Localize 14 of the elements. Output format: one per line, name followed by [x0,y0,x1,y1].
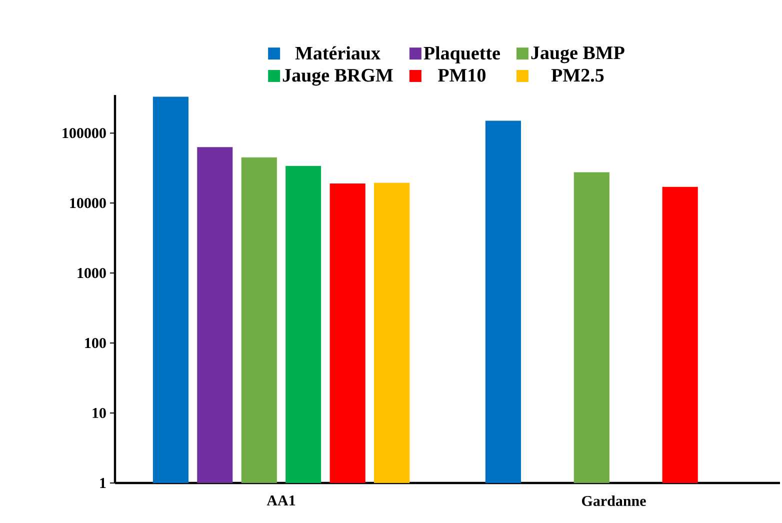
legend-label: Jauge BMP [531,46,624,64]
y-tick-label: 10 [92,408,106,418]
legend-label: PM10 [438,68,486,82]
x-tick-label: AA1 [266,496,296,506]
y-tick-label: 100000 [62,128,106,138]
y-tick-label: 1 [100,478,106,488]
legend-label: Plaquette [424,46,500,64]
x-tick-label: Gardanne [582,496,646,506]
y-tick-label: 100 [85,338,106,348]
legend-label: Matériaux [295,46,380,60]
legend-label: PM2.5 [551,68,604,82]
y-tick-label: 1000 [78,268,106,278]
y-tick-label: 10000 [70,198,106,208]
legend-label: Jauge BRGM [282,68,393,86]
